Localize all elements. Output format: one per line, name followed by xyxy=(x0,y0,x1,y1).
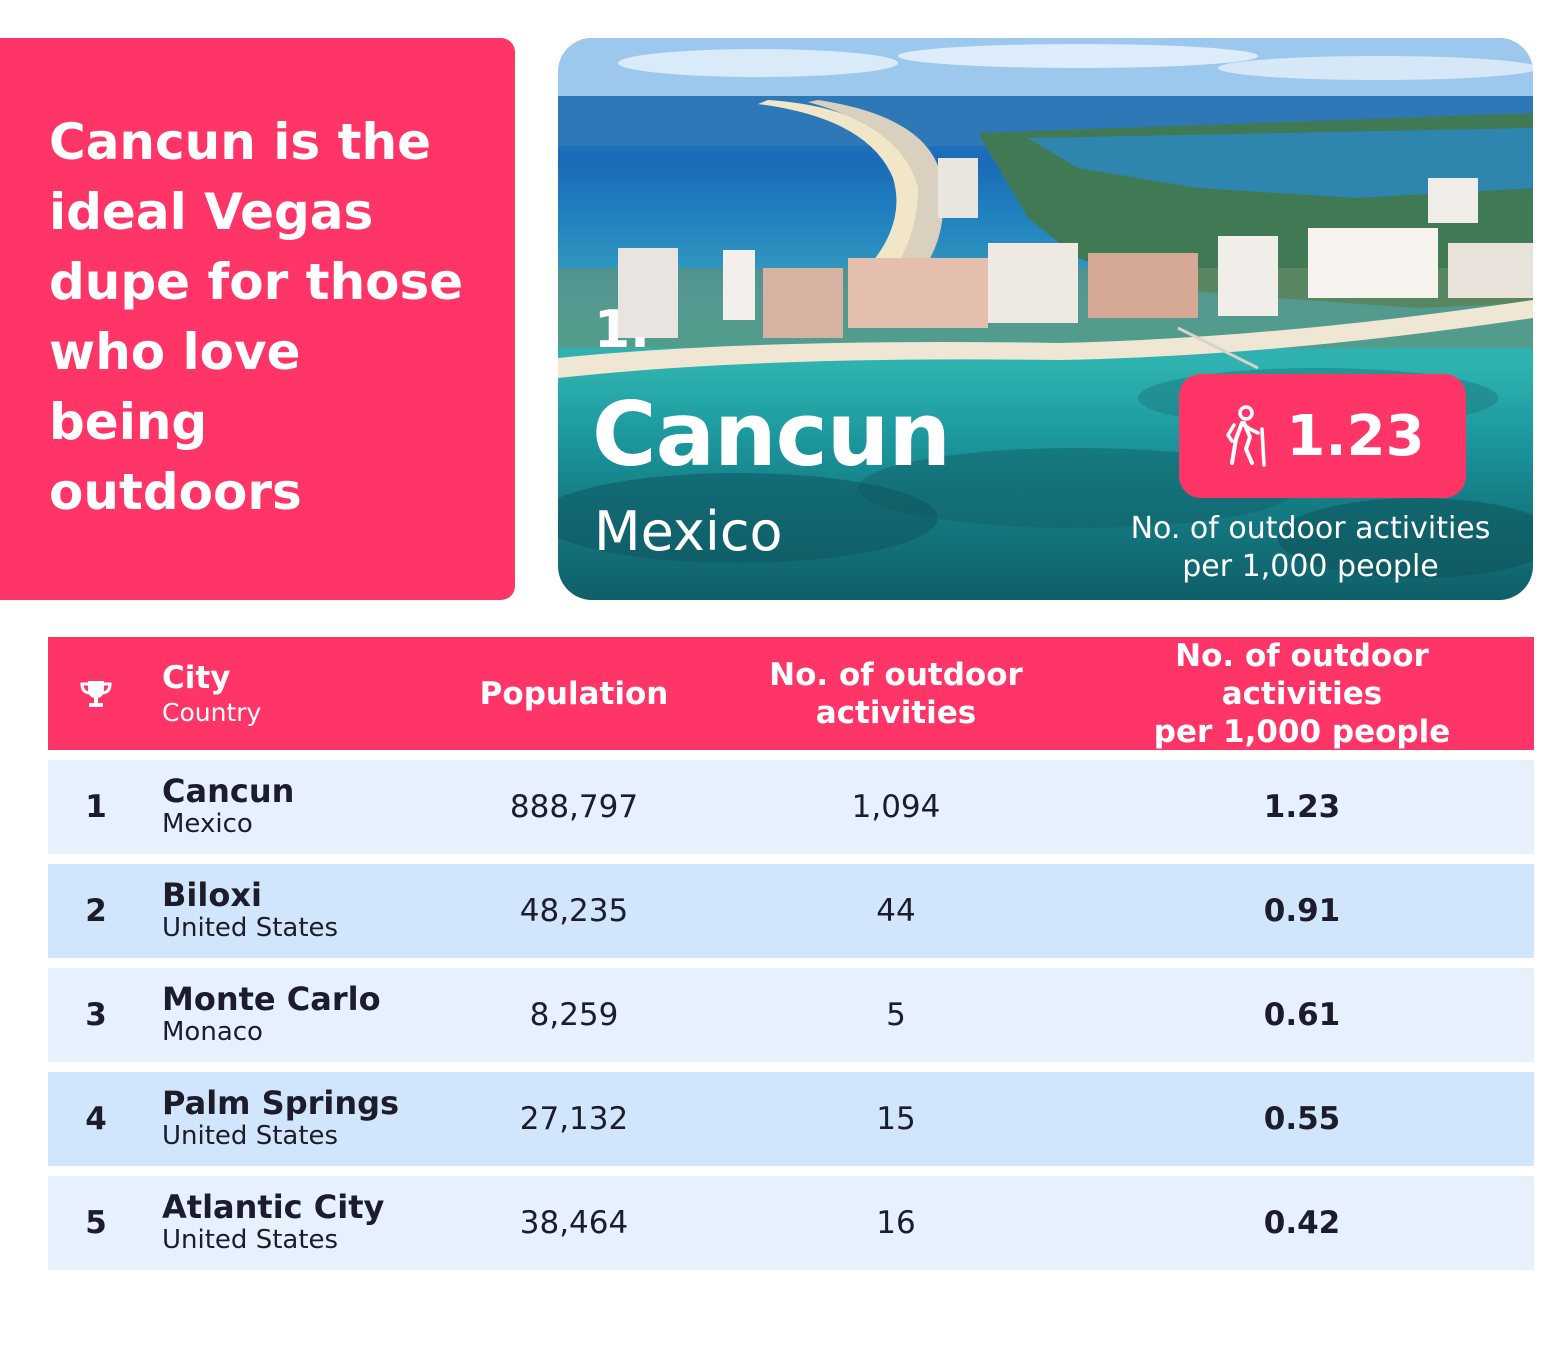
header-city: City Country xyxy=(144,659,462,729)
row-per-1000: 0.61 xyxy=(1263,997,1341,1033)
table-row: 3 Monte Carlo Monaco 8,259 5 0.61 xyxy=(48,968,1534,1062)
row-city: Atlantic City xyxy=(162,1188,385,1226)
table-row: 1 Cancun Mexico 888,797 1,094 1.23 xyxy=(48,760,1534,854)
row-rank: 3 xyxy=(85,997,107,1033)
feature-country: Mexico xyxy=(594,500,783,563)
header-activities: No. of outdoor activities xyxy=(686,656,1106,732)
headline-text: Cancun is the ideal Vegas dupe for those… xyxy=(49,113,464,521)
row-country: United States xyxy=(162,913,339,943)
row-country: Monaco xyxy=(162,1017,263,1047)
header-country-label: Country xyxy=(162,697,262,727)
row-city: Biloxi xyxy=(162,876,262,914)
cancun-aerial-photo xyxy=(558,38,1533,578)
table-row: 4 Palm Springs United States 27,132 15 0… xyxy=(48,1072,1534,1166)
header-population: Population xyxy=(479,675,669,712)
row-population: 27,132 xyxy=(519,1101,629,1137)
row-rank: 2 xyxy=(85,893,107,929)
row-activities: 15 xyxy=(876,1101,916,1137)
row-country: United States xyxy=(162,1225,339,1255)
row-population: 888,797 xyxy=(509,789,639,825)
row-rank: 1 xyxy=(85,789,107,825)
header-activities-line1: No. of outdoor xyxy=(769,656,1023,693)
row-city: Monte Carlo xyxy=(162,980,381,1018)
feature-rank: 1. xyxy=(594,300,650,360)
headline-card: Cancun is the ideal Vegas dupe for those… xyxy=(0,38,515,600)
header-per-1000: No. of outdoor activities per 1,000 peop… xyxy=(1106,637,1506,751)
row-country: Mexico xyxy=(162,809,253,839)
row-per-1000: 0.42 xyxy=(1263,1205,1341,1241)
ranking-table: City Country Population No. of outdoor a… xyxy=(48,637,1534,1270)
row-activities: 16 xyxy=(876,1205,916,1241)
row-population: 48,235 xyxy=(519,893,629,929)
header-per-1000-line2: per 1,000 people xyxy=(1153,713,1451,750)
header-rank xyxy=(48,678,144,710)
row-city-cell: Cancun Mexico xyxy=(144,774,462,840)
stat-caption-line1: No. of outdoor activities xyxy=(1130,511,1491,546)
stat-caption: No. of outdoor activities per 1,000 peop… xyxy=(1098,510,1523,586)
hiker-icon xyxy=(1226,405,1267,467)
header-city-label: City xyxy=(162,659,231,696)
row-city: Palm Springs xyxy=(162,1084,400,1122)
row-rank: 5 xyxy=(85,1205,107,1241)
feature-city: Cancun xyxy=(592,383,951,486)
trophy-icon xyxy=(80,680,112,707)
row-per-1000: 0.91 xyxy=(1263,893,1341,929)
stat-value: 1.23 xyxy=(1286,403,1425,469)
row-activities: 5 xyxy=(886,997,906,1033)
row-activities: 44 xyxy=(876,893,916,929)
row-activities: 1,094 xyxy=(851,789,941,825)
row-population: 8,259 xyxy=(529,997,619,1033)
row-city-cell: Palm Springs United States xyxy=(144,1086,462,1152)
row-city: Cancun xyxy=(162,772,295,810)
featured-city-card: 1. Cancun Mexico 1.23 No. of outdoor act… xyxy=(558,38,1533,600)
table-header: City Country Population No. of outdoor a… xyxy=(48,637,1534,750)
table-row: 2 Biloxi United States 48,235 44 0.91 xyxy=(48,864,1534,958)
table-row: 5 Atlantic City United States 38,464 16 … xyxy=(48,1176,1534,1270)
row-city-cell: Atlantic City United States xyxy=(144,1190,462,1256)
row-city-cell: Biloxi United States xyxy=(144,878,462,944)
row-country: United States xyxy=(162,1121,339,1151)
header-activities-line2: activities xyxy=(815,694,977,731)
row-rank: 4 xyxy=(85,1101,107,1137)
stat-caption-line2: per 1,000 people xyxy=(1182,549,1439,584)
row-per-1000: 1.23 xyxy=(1263,789,1341,825)
stat-badge: 1.23 xyxy=(1179,374,1466,498)
row-city-cell: Monte Carlo Monaco xyxy=(144,982,462,1048)
row-population: 38,464 xyxy=(519,1205,629,1241)
header-per-1000-line1: No. of outdoor activities xyxy=(1175,637,1429,712)
row-per-1000: 0.55 xyxy=(1263,1101,1341,1137)
